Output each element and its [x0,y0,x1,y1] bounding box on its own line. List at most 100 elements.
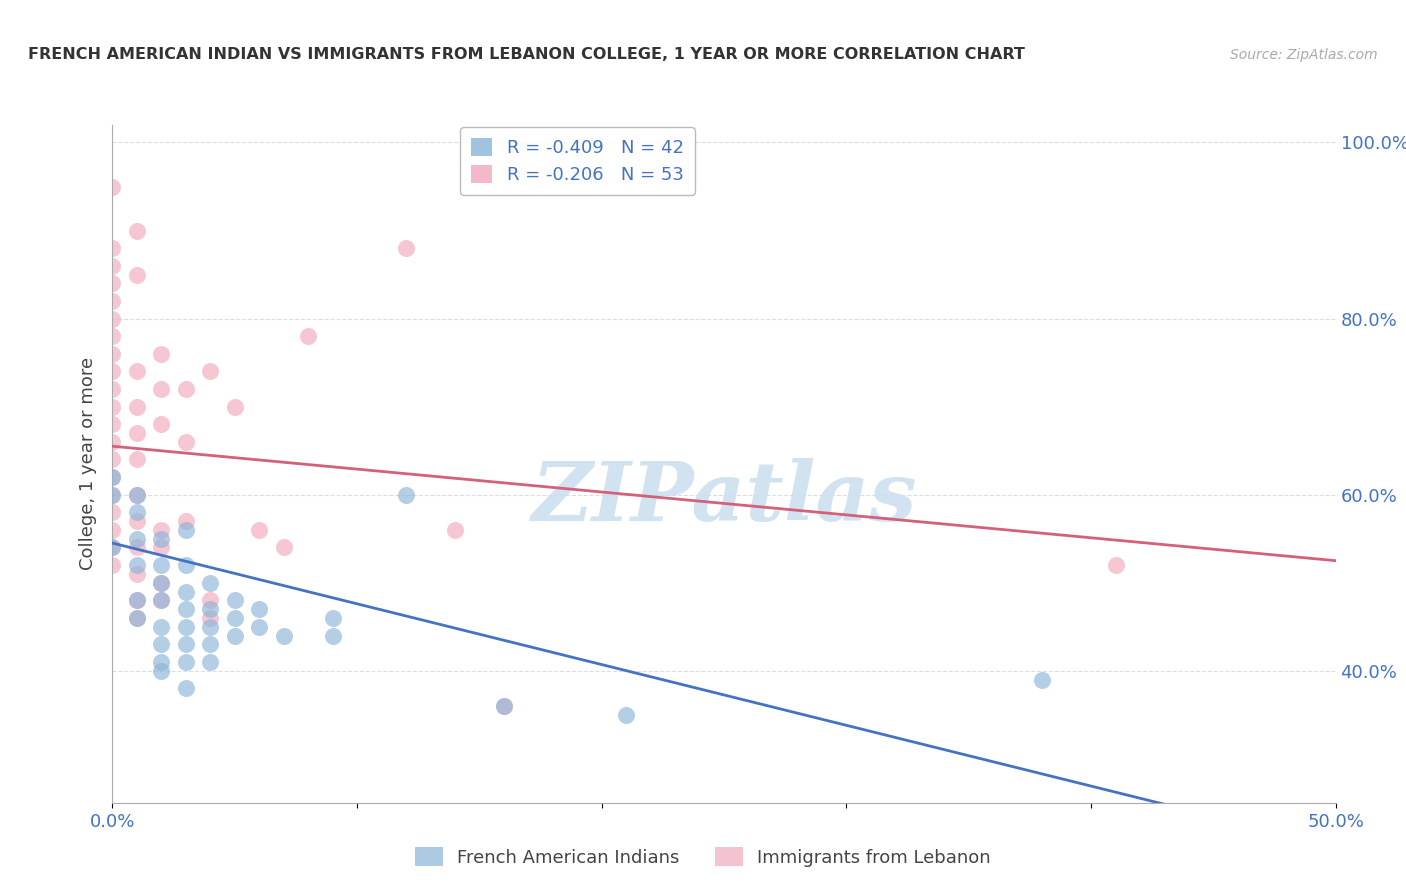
Point [150,382,173,396]
Point [125,488,148,502]
Point [150,532,173,546]
Point [101,452,124,467]
Point [150,417,173,432]
Point [101,347,124,361]
Point [150,655,173,669]
Point [614,707,637,722]
Point [150,523,173,537]
Point [125,514,148,528]
Point [273,541,295,555]
Legend: R = -0.409   N = 42, R = -0.206   N = 53: R = -0.409 N = 42, R = -0.206 N = 53 [460,128,695,194]
Point [247,523,270,537]
Point [200,602,222,616]
Point [150,664,173,678]
Point [125,566,148,581]
Point [101,382,124,396]
Point [150,575,173,590]
Point [174,602,197,616]
Point [125,593,148,607]
Point [125,400,148,414]
Point [101,241,124,255]
Point [101,488,124,502]
Point [150,558,173,573]
Point [101,400,124,414]
Point [492,698,515,713]
Point [200,655,222,669]
Point [101,470,124,484]
Point [247,602,270,616]
Point [125,268,148,282]
Point [297,329,319,343]
Point [125,505,148,519]
Point [174,523,197,537]
Point [395,488,418,502]
Point [101,488,124,502]
Point [101,364,124,378]
Point [492,698,515,713]
Point [444,523,467,537]
Point [1031,673,1053,687]
Point [125,364,148,378]
Point [101,434,124,449]
Text: Source: ZipAtlas.com: Source: ZipAtlas.com [1230,48,1378,62]
Point [224,628,246,642]
Point [224,611,246,625]
Point [101,293,124,308]
Point [101,277,124,291]
Point [150,593,173,607]
Point [101,311,124,326]
Point [101,523,124,537]
Point [125,558,148,573]
Point [150,347,173,361]
Point [200,637,222,651]
Point [200,364,222,378]
Point [101,541,124,555]
Point [322,628,344,642]
Point [150,620,173,634]
Point [247,620,270,634]
Point [174,637,197,651]
Point [125,488,148,502]
Point [174,382,197,396]
Point [101,558,124,573]
Point [174,620,197,634]
Point [150,637,173,651]
Point [224,593,246,607]
Point [1104,558,1126,573]
Point [125,532,148,546]
Point [200,620,222,634]
Point [150,541,173,555]
Point [224,400,246,414]
Point [174,558,197,573]
Point [150,593,173,607]
Point [125,611,148,625]
Point [200,611,222,625]
Text: FRENCH AMERICAN INDIAN VS IMMIGRANTS FROM LEBANON COLLEGE, 1 YEAR OR MORE CORREL: FRENCH AMERICAN INDIAN VS IMMIGRANTS FRO… [28,47,1025,62]
Point [101,329,124,343]
Point [125,452,148,467]
Point [174,514,197,528]
Point [101,470,124,484]
Point [174,584,197,599]
Point [200,575,222,590]
Point [125,541,148,555]
Point [125,593,148,607]
Text: ZIPatlas: ZIPatlas [531,458,917,538]
Point [101,179,124,194]
Point [101,259,124,273]
Point [174,655,197,669]
Point [174,681,197,696]
Point [150,575,173,590]
Point [125,223,148,237]
Point [125,611,148,625]
Point [273,628,295,642]
Point [395,241,418,255]
Point [101,541,124,555]
Y-axis label: College, 1 year or more: College, 1 year or more [79,358,97,570]
Point [101,417,124,432]
Point [125,425,148,440]
Point [174,434,197,449]
Point [322,611,344,625]
Point [101,505,124,519]
Legend: French American Indians, Immigrants from Lebanon: French American Indians, Immigrants from… [408,840,998,874]
